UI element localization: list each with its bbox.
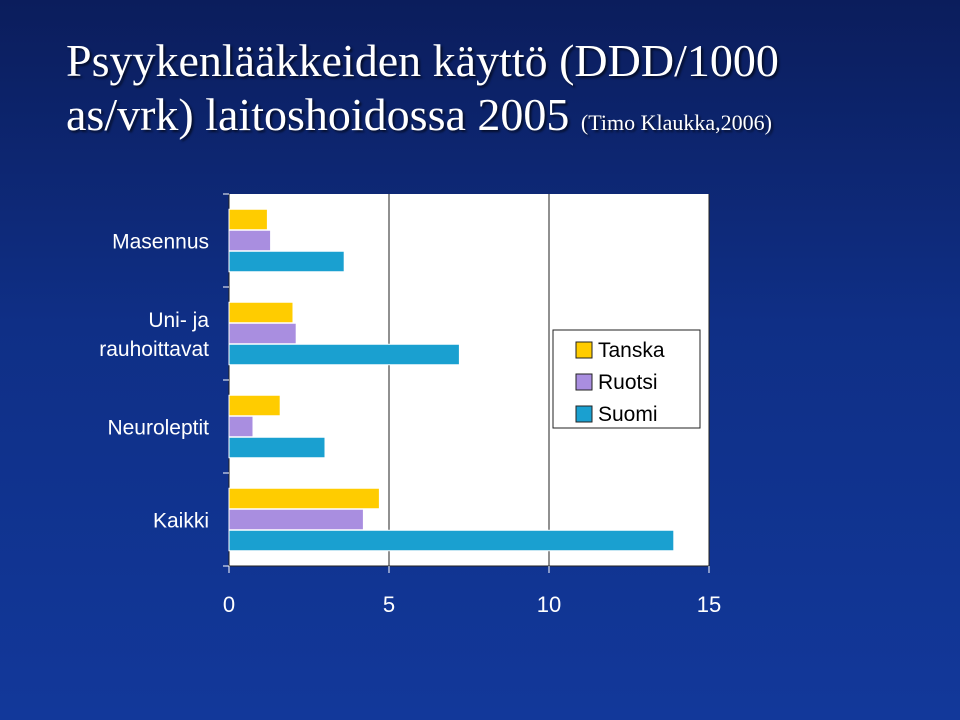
slide-title: Psyykenlääkkeiden käyttö (DDD/1000 as/vr…: [66, 34, 946, 150]
title-line-2: as/vrk) laitoshoidossa 2005: [66, 89, 570, 140]
bar-tanska: [228, 301, 294, 324]
bar-suomi: [228, 529, 675, 552]
bar-ruotsi: [228, 229, 272, 252]
bar-tanska: [228, 394, 281, 417]
category-label: Uni- ja: [148, 309, 209, 332]
bar-ruotsi: [228, 322, 297, 345]
legend-swatch-ruotsi: [575, 373, 593, 391]
bar-suomi: [228, 250, 345, 273]
bar-tanska: [228, 208, 268, 231]
legend-swatch-tanska: [575, 341, 593, 359]
x-tick-label: 0: [223, 592, 235, 617]
bar-ruotsi: [228, 508, 364, 531]
legend-label-tanska: Tanska: [598, 339, 665, 362]
bar-tanska: [228, 487, 380, 510]
category-label: rauhoittavat: [99, 338, 209, 361]
category-label: Kaikki: [153, 510, 209, 533]
category-label: Neuroleptit: [107, 417, 209, 440]
x-tick-label: 5: [383, 592, 395, 617]
bar-suomi: [228, 436, 326, 459]
x-tick-label: 10: [537, 592, 561, 617]
legend-swatch-suomi: [575, 405, 593, 423]
legend-label-ruotsi: Ruotsi: [598, 371, 658, 394]
title-line-1: Psyykenlääkkeiden käyttö (DDD/1000: [66, 35, 779, 86]
bar-suomi: [228, 343, 460, 366]
x-tick-label: 15: [697, 592, 721, 617]
title-source: (Timo Klaukka,2006): [580, 110, 772, 135]
bar-ruotsi: [228, 415, 254, 438]
category-label: Masennus: [112, 231, 209, 254]
legend-label-suomi: Suomi: [598, 403, 658, 426]
